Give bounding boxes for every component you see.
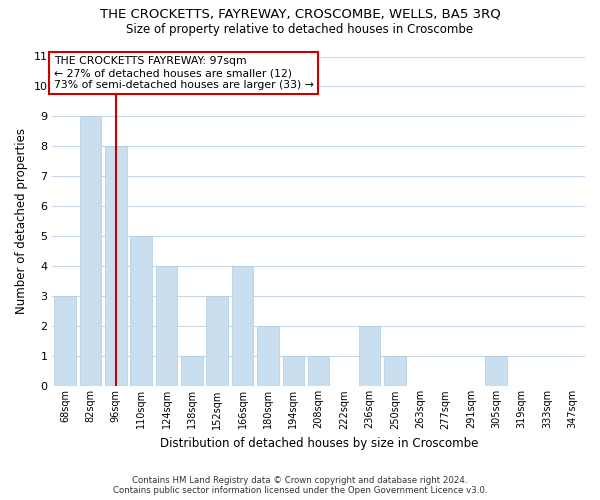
Y-axis label: Number of detached properties: Number of detached properties [15, 128, 28, 314]
Bar [283, 356, 304, 386]
Bar [359, 326, 380, 386]
Bar [308, 356, 329, 386]
Text: Size of property relative to detached houses in Croscombe: Size of property relative to detached ho… [127, 22, 473, 36]
Text: THE CROCKETTS, FAYREWAY, CROSCOMBE, WELLS, BA5 3RQ: THE CROCKETTS, FAYREWAY, CROSCOMBE, WELL… [100, 8, 500, 20]
Bar [232, 266, 253, 386]
Bar [257, 326, 279, 386]
Bar [206, 296, 228, 386]
Bar [55, 296, 76, 386]
Bar [181, 356, 203, 386]
Bar [384, 356, 406, 386]
Text: Contains HM Land Registry data © Crown copyright and database right 2024.
Contai: Contains HM Land Registry data © Crown c… [113, 476, 487, 495]
Bar [105, 146, 127, 386]
Bar [156, 266, 178, 386]
Bar [485, 356, 507, 386]
Bar [80, 116, 101, 386]
Text: THE CROCKETTS FAYREWAY: 97sqm
← 27% of detached houses are smaller (12)
73% of s: THE CROCKETTS FAYREWAY: 97sqm ← 27% of d… [53, 56, 314, 90]
Bar [130, 236, 152, 386]
X-axis label: Distribution of detached houses by size in Croscombe: Distribution of detached houses by size … [160, 437, 478, 450]
